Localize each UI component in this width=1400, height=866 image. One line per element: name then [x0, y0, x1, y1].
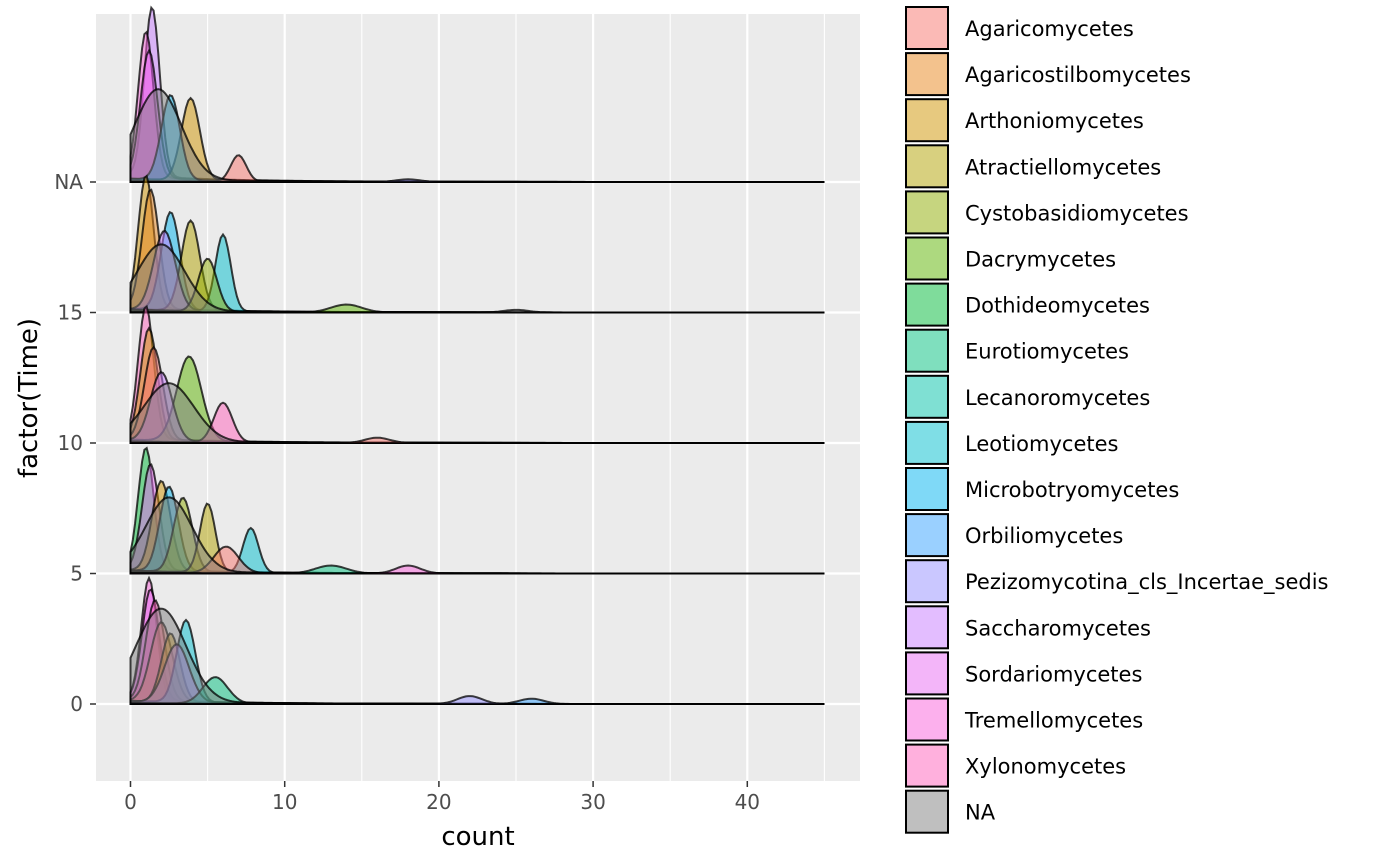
legend-key [905, 6, 949, 50]
legend-key [905, 513, 949, 558]
legend-label: Agaricomycetes [965, 17, 1134, 41]
x-axis: 0 10 20 30 40 [124, 781, 760, 814]
x-tick-label: 10 [272, 790, 297, 814]
legend-item: Microbotryomycetes [905, 467, 1179, 511]
density-curve-Pezizomycotina_cls_Incertae_sedis [129, 178, 825, 183]
y-tick-label: 5 [70, 562, 83, 586]
density-curve-NA [129, 308, 825, 314]
legend-item: Xylonomycetes [905, 743, 1126, 788]
density-curve-Tremellomycetes [129, 564, 825, 575]
legend-label: Eurotiomycetes [965, 340, 1129, 364]
y-tick-label: NA [54, 170, 83, 194]
y-axis: 0 5 10 15 NA [54, 170, 96, 716]
x-tick-label: 40 [735, 790, 760, 814]
legend-key [905, 697, 949, 742]
legend-item: Dothideomycetes [905, 282, 1150, 327]
y-tick-label: 15 [58, 301, 83, 325]
legend-key [905, 743, 949, 788]
grid-minor [207, 14, 825, 781]
legend-item: Pezizomycotina_cls_Incertae_sedis [905, 559, 1329, 604]
ridge-5 [129, 446, 825, 575]
legend-label: Microbotryomycetes [965, 478, 1179, 502]
legend-label: Saccharomycetes [965, 616, 1151, 640]
legend-item: Lecanoromycetes [905, 374, 1150, 419]
legend-item: Dacrymycetes [905, 236, 1116, 281]
x-tick-label: 0 [124, 790, 137, 814]
ridge-15 [129, 174, 825, 314]
legend-label: Sordariomycetes [965, 662, 1142, 686]
y-tick-label: 10 [58, 431, 83, 455]
y-axis-title: factor(Time) [14, 318, 44, 478]
legend-item: Cystobasidiomycetes [905, 190, 1189, 235]
ridge-0 [129, 575, 825, 705]
x-axis-title: count [441, 822, 514, 852]
legend-key [905, 144, 949, 189]
legend-label: Xylonomycetes [965, 755, 1126, 779]
legend-label: Cystobasidiomycetes [965, 201, 1189, 225]
legend-key [905, 190, 949, 235]
legend-label: Leotiomycetes [965, 432, 1118, 456]
legend-label: Lecanoromycetes [965, 386, 1150, 410]
x-tick-label: 20 [426, 790, 451, 814]
legend-key [905, 328, 949, 373]
ridges [129, 5, 825, 705]
legend-label: Arthoniomycetes [965, 109, 1144, 133]
legend-key [905, 236, 949, 281]
legend-item: NA [905, 789, 996, 834]
density-curve-Agaricomycetes [129, 436, 825, 444]
legend-key [905, 559, 949, 604]
legend: Agaricomycetes Agaricostilbomycetes Arthon… [905, 6, 1329, 834]
legend-label: Agaricostilbomycetes [965, 63, 1191, 87]
legend-key [905, 605, 949, 650]
panel-background [96, 14, 860, 781]
legend-item: Leotiomycetes [905, 420, 1118, 465]
legend-label: NA [965, 801, 996, 825]
y-tick-label: 0 [70, 692, 83, 716]
legend-item: Eurotiomycetes [905, 328, 1129, 373]
legend-item: Agaricomycetes [905, 6, 1134, 50]
x-tick-label: 30 [580, 790, 605, 814]
legend-item: Orbiliomycetes [905, 513, 1123, 558]
legend-key [905, 52, 949, 97]
legend-key [905, 420, 949, 465]
legend-key [905, 789, 949, 834]
legend-key [905, 374, 949, 419]
legend-label: Dothideomycetes [965, 294, 1150, 318]
legend-label: Tremellomycetes [964, 709, 1143, 733]
legend-key [905, 467, 949, 511]
legend-item: Atractiellomycetes [905, 144, 1161, 189]
legend-key [905, 282, 949, 327]
legend-item: Agaricostilbomycetes [905, 52, 1191, 97]
ridge-10 [129, 304, 825, 444]
legend-item: Saccharomycetes [905, 605, 1151, 650]
legend-label: Orbiliomycetes [965, 524, 1123, 548]
legend-label: Dacrymycetes [965, 248, 1116, 272]
legend-item: Sordariomycetes [905, 651, 1142, 696]
legend-label: Pezizomycotina_cls_Incertae_sedis [965, 570, 1329, 595]
legend-item: Arthoniomycetes [905, 98, 1144, 143]
legend-key [905, 98, 949, 143]
legend-item: Tremellomycetes [905, 697, 1143, 742]
ridge-NA [129, 5, 825, 183]
legend-key [905, 651, 949, 696]
legend-label: Atractiellomycetes [965, 155, 1161, 179]
density-curve-Pezizomycotina_cls_Incertae_sedis [129, 695, 825, 705]
